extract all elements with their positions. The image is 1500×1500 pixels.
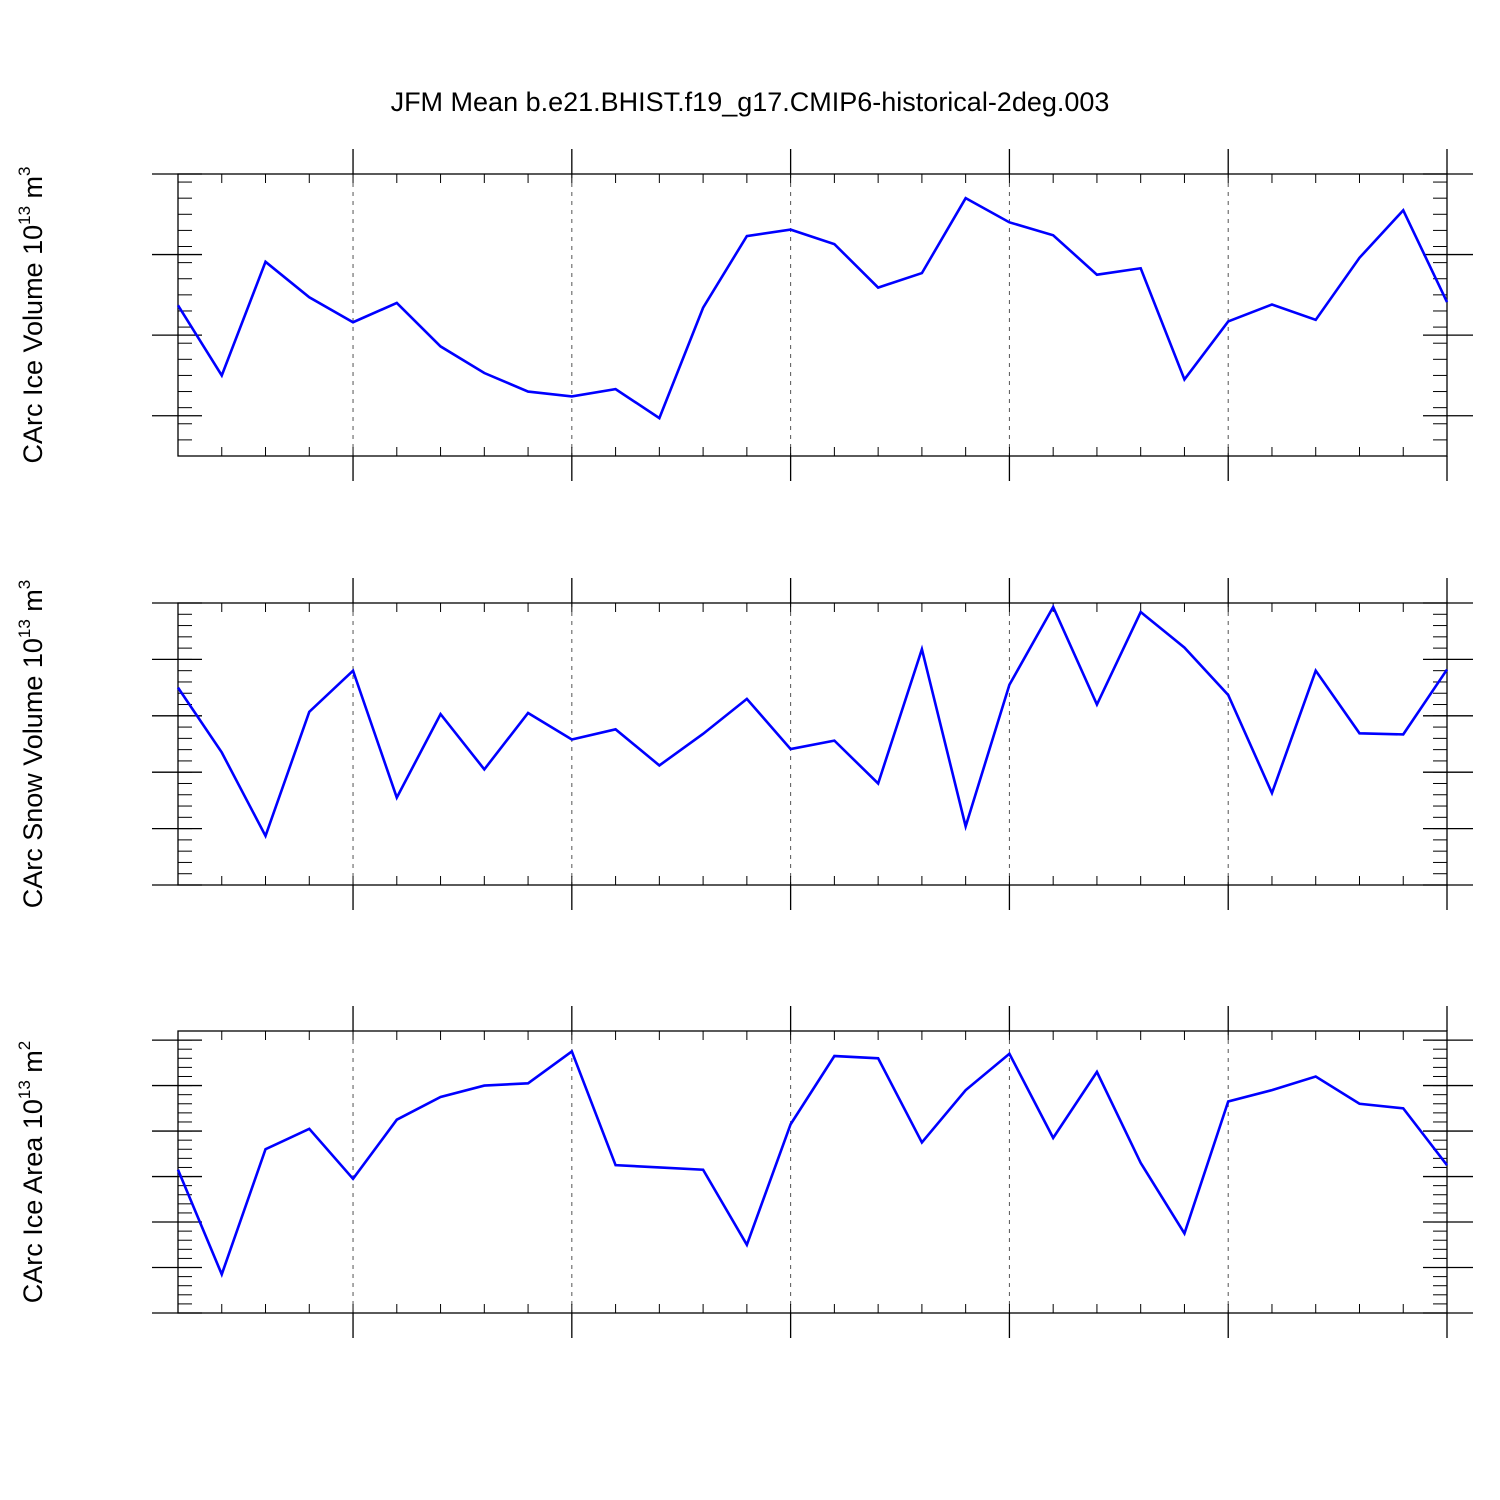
y-axis-label-part: CArc Ice Area 10 xyxy=(18,1099,48,1303)
y-axis-label-part: 13 xyxy=(15,1080,34,1099)
y-axis-label-part: m xyxy=(18,176,48,206)
y-axis-label: CArc Ice Volume 1013 m3 xyxy=(15,166,48,463)
y-axis-label-part: CArc Snow Volume 10 xyxy=(18,638,48,908)
y-axis-label-part: 13 xyxy=(15,206,34,225)
panel-3: CArc Ice Area 1013 m2 xyxy=(15,1006,1473,1338)
panel-2: CArc Snow Volume 1013 m3 xyxy=(15,578,1473,910)
y-axis-label: CArc Snow Volume 1013 m3 xyxy=(15,580,48,909)
y-axis-label-part: m xyxy=(18,589,48,619)
y-axis-label-part: 3 xyxy=(15,580,34,589)
y-axis-label: CArc Ice Area 1013 m2 xyxy=(15,1041,48,1304)
series-line xyxy=(176,604,1449,840)
y-axis-label-part: CArc Ice Volume 10 xyxy=(18,225,48,464)
plot-frame xyxy=(177,602,1448,886)
y-axis-label-part: 3 xyxy=(15,166,34,175)
series-line xyxy=(176,196,1449,421)
plot-frame xyxy=(177,173,1448,457)
y-axis-label-part: 2 xyxy=(15,1041,34,1050)
series-line xyxy=(176,1049,1449,1278)
plot-frame xyxy=(177,1030,1448,1314)
y-axis-label-part: 13 xyxy=(15,619,34,638)
figure-title: JFM Mean b.e21.BHIST.f19_g17.CMIP6-histo… xyxy=(391,87,1110,117)
panel-1: CArc Ice Volume 1013 m3 xyxy=(15,149,1473,481)
y-axis-label-part: m xyxy=(18,1050,48,1080)
